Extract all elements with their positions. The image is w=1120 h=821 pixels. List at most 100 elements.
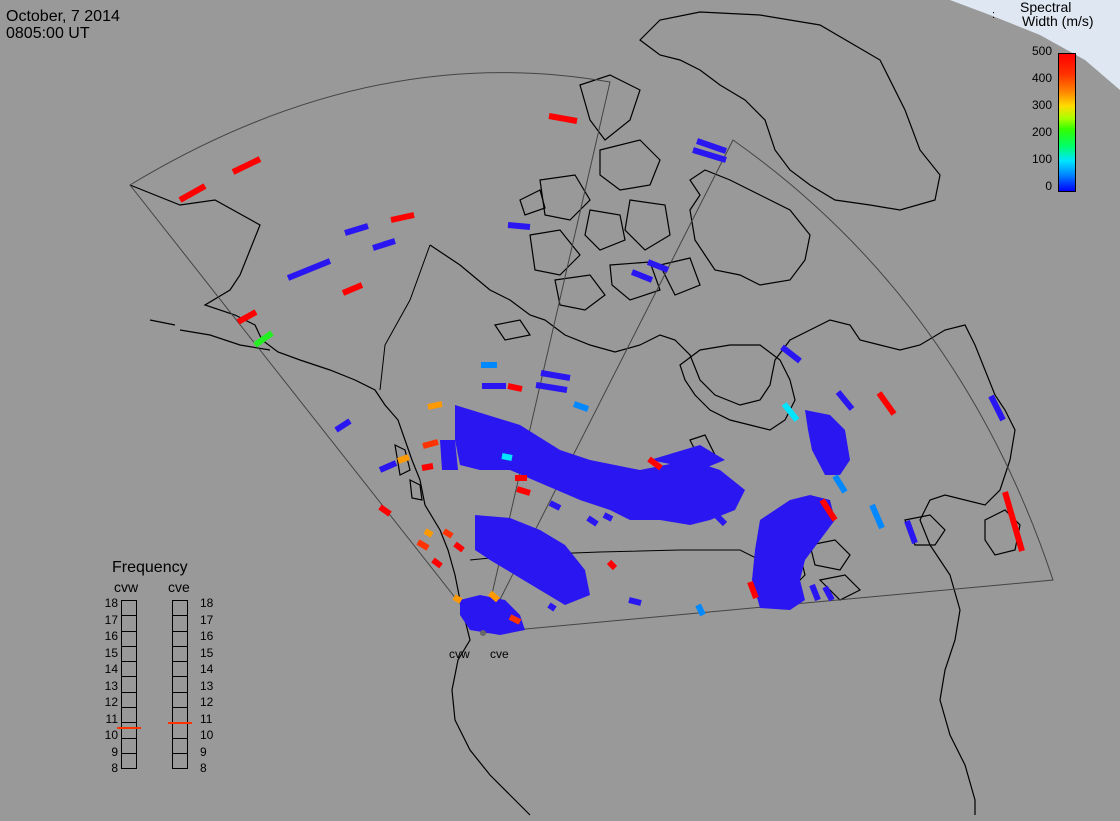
frequency-level-label: 9 bbox=[111, 744, 118, 759]
frequency-title: Frequency bbox=[112, 559, 188, 576]
echo-region bbox=[752, 495, 835, 610]
echo-seg bbox=[548, 113, 578, 124]
echo-seg bbox=[516, 486, 531, 496]
echo-region bbox=[460, 595, 525, 635]
frequency-level-label: 15 bbox=[200, 645, 214, 660]
frequency-level-label: 10 bbox=[200, 728, 214, 742]
date-label: October, 7 2014 bbox=[6, 8, 120, 25]
frequency-column-cvw bbox=[121, 600, 137, 770]
echo-seg bbox=[647, 456, 663, 471]
colorbar-tick: 300 bbox=[1031, 98, 1052, 112]
echo-seg bbox=[572, 401, 590, 412]
echo-region bbox=[440, 440, 458, 470]
colorbar-gradient bbox=[1058, 53, 1076, 192]
echo-seg bbox=[630, 269, 654, 283]
echo-seg bbox=[832, 474, 848, 494]
colorbar-units: Width (m/s) bbox=[1022, 13, 1094, 29]
colorbar-tick: 0 bbox=[1045, 179, 1052, 193]
echo-region bbox=[650, 445, 725, 470]
echo-seg bbox=[416, 539, 430, 551]
echo-seg bbox=[421, 463, 434, 471]
frequency-level-label: 13 bbox=[104, 678, 118, 693]
spectral-width-echoes bbox=[178, 113, 1025, 635]
echo-seg bbox=[602, 512, 614, 522]
echo-seg bbox=[1002, 491, 1025, 552]
time-label: 0805:00 UT bbox=[6, 25, 90, 42]
radar-site-marker bbox=[480, 630, 486, 636]
echo-seg bbox=[508, 614, 522, 625]
echo-seg bbox=[390, 212, 415, 223]
echo-seg bbox=[548, 500, 562, 511]
echo-seg bbox=[452, 594, 463, 604]
echo-seg bbox=[378, 460, 398, 473]
echo-seg bbox=[547, 602, 557, 612]
echo-seg bbox=[692, 147, 727, 163]
frequency-level-label: 16 bbox=[200, 629, 214, 643]
echo-seg bbox=[507, 383, 523, 392]
echo-seg bbox=[378, 504, 392, 517]
echo-seg bbox=[714, 513, 728, 527]
colorbar-title: Spectral bbox=[1020, 0, 1072, 15]
radar-column-label: cve bbox=[168, 579, 190, 595]
echo-seg bbox=[646, 259, 670, 273]
echo-seg bbox=[231, 156, 262, 175]
frequency-marker-cvw bbox=[117, 727, 141, 730]
colorbar-separator: : bbox=[992, 9, 996, 21]
echo-seg bbox=[178, 183, 207, 203]
echo-seg bbox=[819, 498, 838, 522]
echo-seg bbox=[396, 454, 411, 464]
coastlines bbox=[129, 11, 1021, 816]
echo-seg bbox=[904, 519, 918, 545]
echo-region bbox=[805, 410, 850, 475]
echo-seg bbox=[372, 238, 396, 251]
echo-seg bbox=[822, 585, 835, 602]
frequency-level-label: 14 bbox=[104, 662, 118, 676]
frequency-level-label: 18 bbox=[200, 596, 214, 610]
echo-seg bbox=[876, 391, 897, 416]
echo-seg bbox=[442, 528, 454, 539]
echo-seg bbox=[540, 370, 571, 381]
echo-seg bbox=[286, 258, 332, 281]
echo-seg bbox=[453, 541, 465, 553]
site-label-east: cve bbox=[490, 647, 509, 661]
echo-seg bbox=[781, 402, 800, 422]
frequency-level-label: 14 bbox=[200, 662, 214, 676]
echo-seg bbox=[236, 309, 258, 325]
frequency-level-label: 17 bbox=[200, 612, 214, 627]
echo-seg bbox=[344, 223, 369, 236]
frequency-level-label: 15 bbox=[104, 645, 118, 660]
echo-seg bbox=[501, 453, 513, 461]
frequency-column-cve bbox=[172, 600, 188, 770]
frequency-level-label: 9 bbox=[200, 744, 207, 759]
echo-seg bbox=[488, 590, 500, 603]
echo-seg bbox=[695, 603, 706, 617]
echo-seg bbox=[423, 528, 434, 538]
echo-seg bbox=[535, 382, 568, 393]
colorbar-tick: 100 bbox=[1031, 152, 1052, 166]
radar-fov-outlines bbox=[129, 72, 1054, 634]
frequency-level-label: 16 bbox=[104, 629, 118, 643]
echo-seg bbox=[334, 418, 352, 433]
echo-seg bbox=[341, 282, 364, 296]
frequency-level-label: 12 bbox=[200, 695, 214, 709]
frequency-level-label: 18 bbox=[104, 596, 118, 610]
echo-seg bbox=[809, 583, 821, 602]
echo-seg bbox=[628, 597, 642, 606]
frequency-marker-cve bbox=[168, 722, 192, 725]
frequency-level-label: 12 bbox=[104, 695, 118, 709]
echo-seg bbox=[431, 557, 443, 569]
echo-region bbox=[455, 405, 745, 525]
site-label-west: cvw bbox=[449, 647, 470, 661]
echo-seg bbox=[427, 401, 443, 410]
colorbar-tick: 400 bbox=[1031, 71, 1052, 85]
arctic-ice-corner bbox=[950, 0, 1120, 90]
echo-seg bbox=[835, 390, 855, 411]
radar-column-label: cvw bbox=[114, 579, 139, 595]
frequency-level-label: 10 bbox=[104, 728, 118, 742]
echo-seg bbox=[606, 559, 618, 571]
frequency-level-label: 17 bbox=[104, 612, 118, 627]
echo-seg bbox=[507, 222, 531, 230]
colorbar-tick: 500 bbox=[1031, 44, 1052, 58]
echo-seg bbox=[988, 394, 1006, 422]
